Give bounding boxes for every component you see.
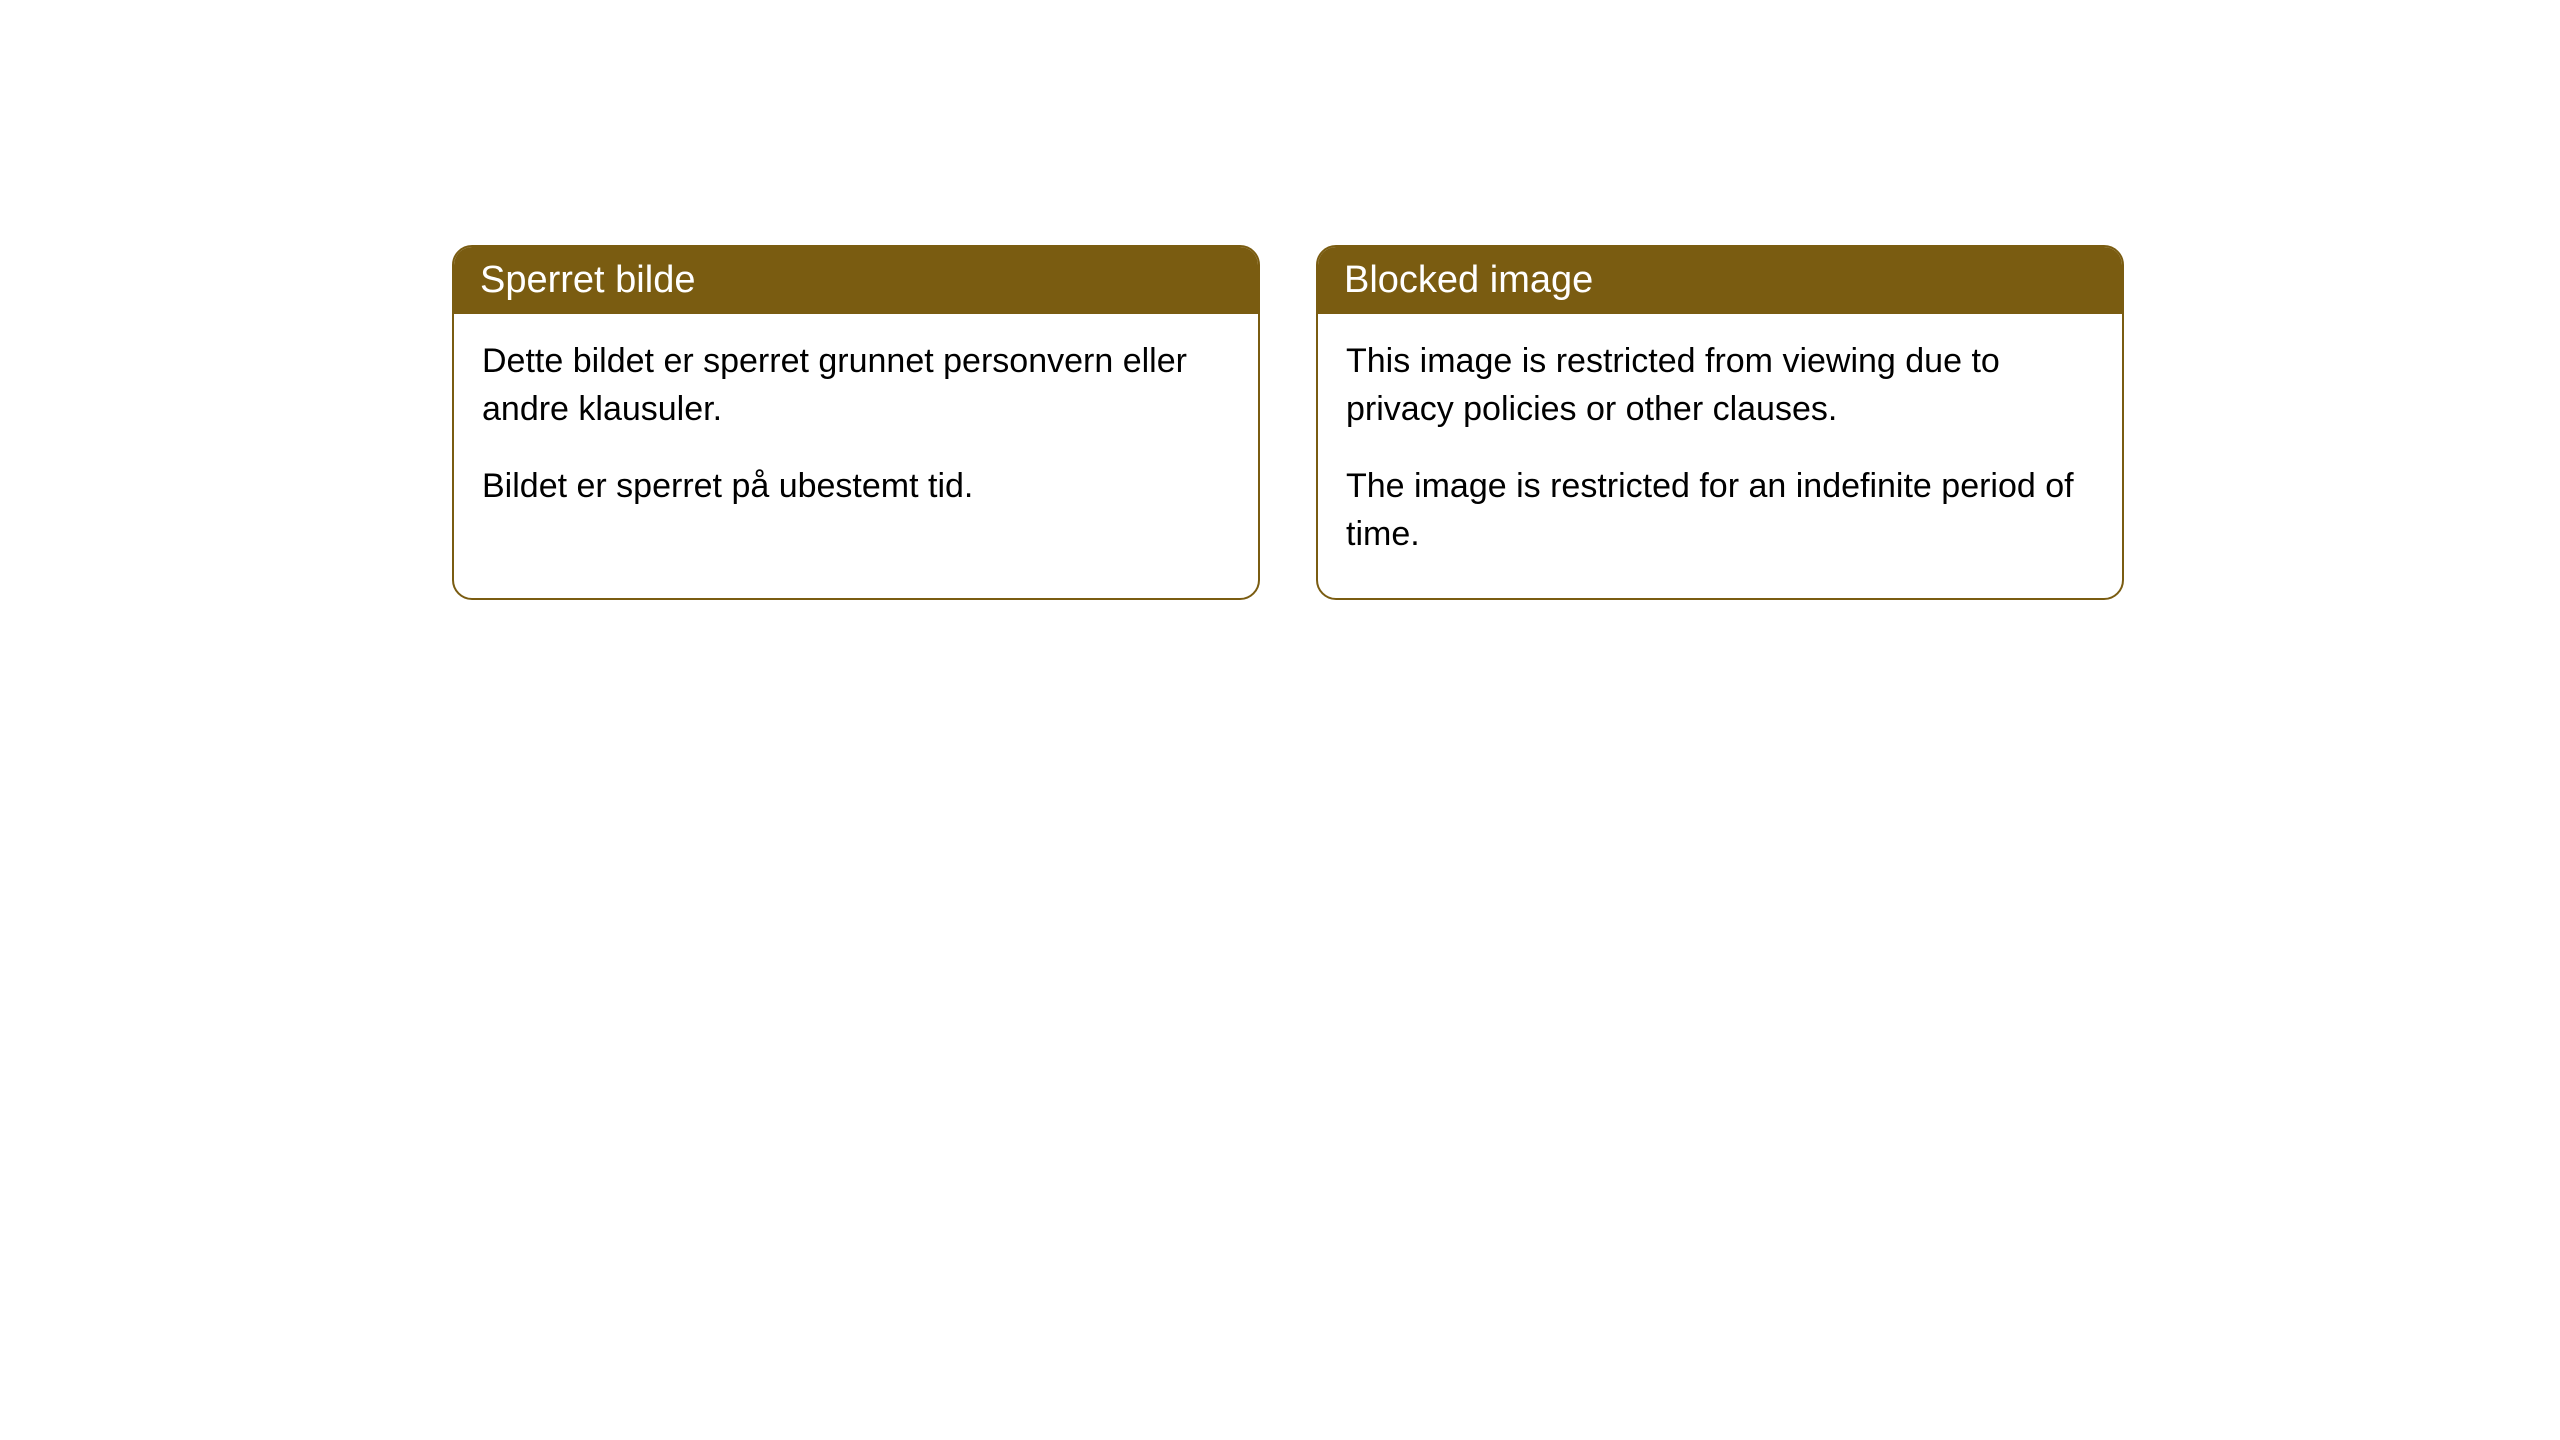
card-norwegian-paragraph-2: Bildet er sperret på ubestemt tid. bbox=[482, 463, 1230, 511]
card-english: Blocked image This image is restricted f… bbox=[1316, 245, 2124, 600]
card-norwegian: Sperret bilde Dette bildet er sperret gr… bbox=[452, 245, 1260, 600]
card-english-paragraph-2: The image is restricted for an indefinit… bbox=[1346, 463, 2094, 558]
card-norwegian-paragraph-1: Dette bildet er sperret grunnet personve… bbox=[482, 338, 1230, 433]
cards-container: Sperret bilde Dette bildet er sperret gr… bbox=[0, 0, 2560, 600]
card-norwegian-body: Dette bildet er sperret grunnet personve… bbox=[454, 314, 1258, 551]
card-norwegian-header: Sperret bilde bbox=[454, 247, 1258, 314]
card-english-body: This image is restricted from viewing du… bbox=[1318, 314, 2122, 598]
card-english-paragraph-1: This image is restricted from viewing du… bbox=[1346, 338, 2094, 433]
card-english-header: Blocked image bbox=[1318, 247, 2122, 314]
